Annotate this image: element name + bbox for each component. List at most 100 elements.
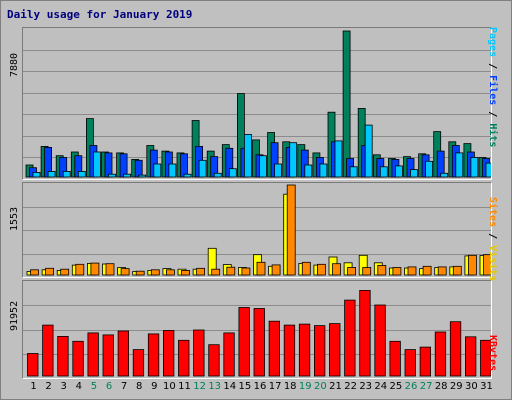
kbytes-bar: [434, 331, 447, 377]
pages-bar: [319, 163, 328, 178]
pages-bar: [153, 163, 162, 178]
kbytes-bar: [464, 336, 477, 377]
kbytes-panel: [22, 280, 492, 379]
kbytes-bar: [117, 330, 129, 377]
kbytes-bar: [208, 344, 220, 377]
visits-bar: [90, 262, 100, 276]
visits-bar: [452, 265, 462, 276]
kbytes-bar: [480, 339, 491, 377]
day-label: 10: [163, 381, 176, 392]
middle-legend-text: Sites / Visits: [487, 197, 498, 281]
visits-bar: [392, 267, 402, 276]
visits-bar: [467, 254, 477, 276]
visits-bar: [165, 269, 175, 276]
pages-bar: [334, 140, 343, 178]
kbytes-bar: [57, 336, 69, 377]
kbytes-bar: [253, 308, 265, 377]
day-label: 24: [374, 381, 388, 392]
day-label: 3: [60, 381, 67, 392]
top-legend: Pages / Files / Hits: [487, 27, 511, 180]
day-label: 26: [404, 381, 418, 392]
top-panel-ymax: 7880: [7, 27, 21, 87]
kbytes-bar: [102, 334, 114, 377]
pages-bar: [213, 172, 222, 178]
files-bar: [180, 153, 188, 178]
day-label: 25: [389, 381, 403, 392]
day-label: 23: [359, 381, 373, 392]
visits-bar: [256, 261, 266, 276]
kbytes-bar: [223, 332, 235, 377]
day-label: 8: [136, 381, 143, 392]
hits-bar: [342, 30, 351, 178]
kbytes-bar: [404, 349, 416, 377]
day-label: 31: [480, 381, 493, 392]
bottom-panel-ymax: 91952: [7, 281, 21, 341]
day-label: 13: [208, 381, 222, 392]
visits-bar: [316, 263, 326, 276]
visits-bar: [120, 268, 130, 276]
sites-visits-panel: [22, 182, 492, 278]
pages-bar: [108, 173, 116, 178]
pages-bar: [440, 172, 449, 178]
visits-bar: [437, 266, 447, 276]
kbytes-bar: [268, 320, 281, 377]
day-label: 15: [238, 381, 252, 392]
visits-bar: [332, 263, 341, 276]
day-label: 1: [30, 381, 37, 392]
kbytes-bar: [238, 307, 250, 377]
pages-bar: [32, 171, 41, 178]
kbytes-bar: [42, 324, 54, 377]
bottom-legend-text: KBytes: [487, 335, 498, 371]
hits-files-pages-panel: [22, 27, 492, 180]
day-label: 17: [268, 381, 282, 392]
x-axis-day-labels: 1 2 3 4 5 6 7 8 9 10 11 12 13 14 15 16 17 18 19 20 21 22 23 24 2…: [22, 381, 493, 395]
visits-bar: [226, 266, 236, 276]
day-label: 6: [105, 381, 113, 392]
day-label: 5: [90, 381, 98, 392]
day-label: 28: [434, 381, 448, 392]
kbytes-bar: [132, 349, 145, 377]
pages-bar: [168, 163, 177, 178]
top-ymax-label: 7880: [9, 52, 20, 77]
day-label: 2: [45, 381, 52, 392]
visits-bar: [483, 254, 491, 276]
day-label: 18: [283, 381, 297, 392]
kbytes-plot: [23, 289, 491, 377]
pages-bar: [304, 164, 313, 178]
kbytes-bar: [147, 333, 160, 377]
day-label: 14: [223, 381, 237, 392]
pages-bar: [274, 163, 283, 178]
legend-sites: Sites: [487, 197, 498, 228]
visits-bar: [271, 264, 281, 276]
day-label: 19: [298, 381, 312, 392]
day-label: 21: [329, 381, 342, 392]
kbytes-bar: [72, 340, 84, 377]
day-label: 9: [151, 381, 158, 392]
visits-bar: [75, 263, 85, 276]
legend-visits: Visits: [487, 245, 498, 282]
visits-bar: [45, 267, 55, 276]
pages-bar: [228, 168, 237, 178]
day-label: 11: [178, 381, 191, 392]
pages-bar: [47, 170, 56, 178]
kbytes-bar: [178, 339, 190, 377]
bottom-ymax-label: 91952: [9, 300, 20, 331]
files-bar: [104, 152, 113, 178]
kbytes-bar: [419, 346, 432, 377]
visits-bar: [347, 267, 357, 276]
top-legend-text: Pages / Files / Hits: [487, 27, 498, 147]
visits-bar: [211, 268, 221, 276]
visits-bar: [362, 267, 372, 276]
day-label: 22: [344, 381, 357, 392]
legend-pages: Pages: [487, 27, 498, 58]
pages-bar: [394, 165, 403, 178]
pages-bar: [470, 157, 479, 178]
pages-bar: [123, 173, 131, 178]
chart-title: Daily usage for January 2019: [7, 8, 193, 21]
middle-ymax-label: 1553: [9, 206, 20, 231]
visits-bar: [150, 269, 160, 276]
kbytes-bar: [389, 340, 401, 377]
visits-bar: [422, 265, 432, 276]
visits-bar: [105, 263, 115, 276]
